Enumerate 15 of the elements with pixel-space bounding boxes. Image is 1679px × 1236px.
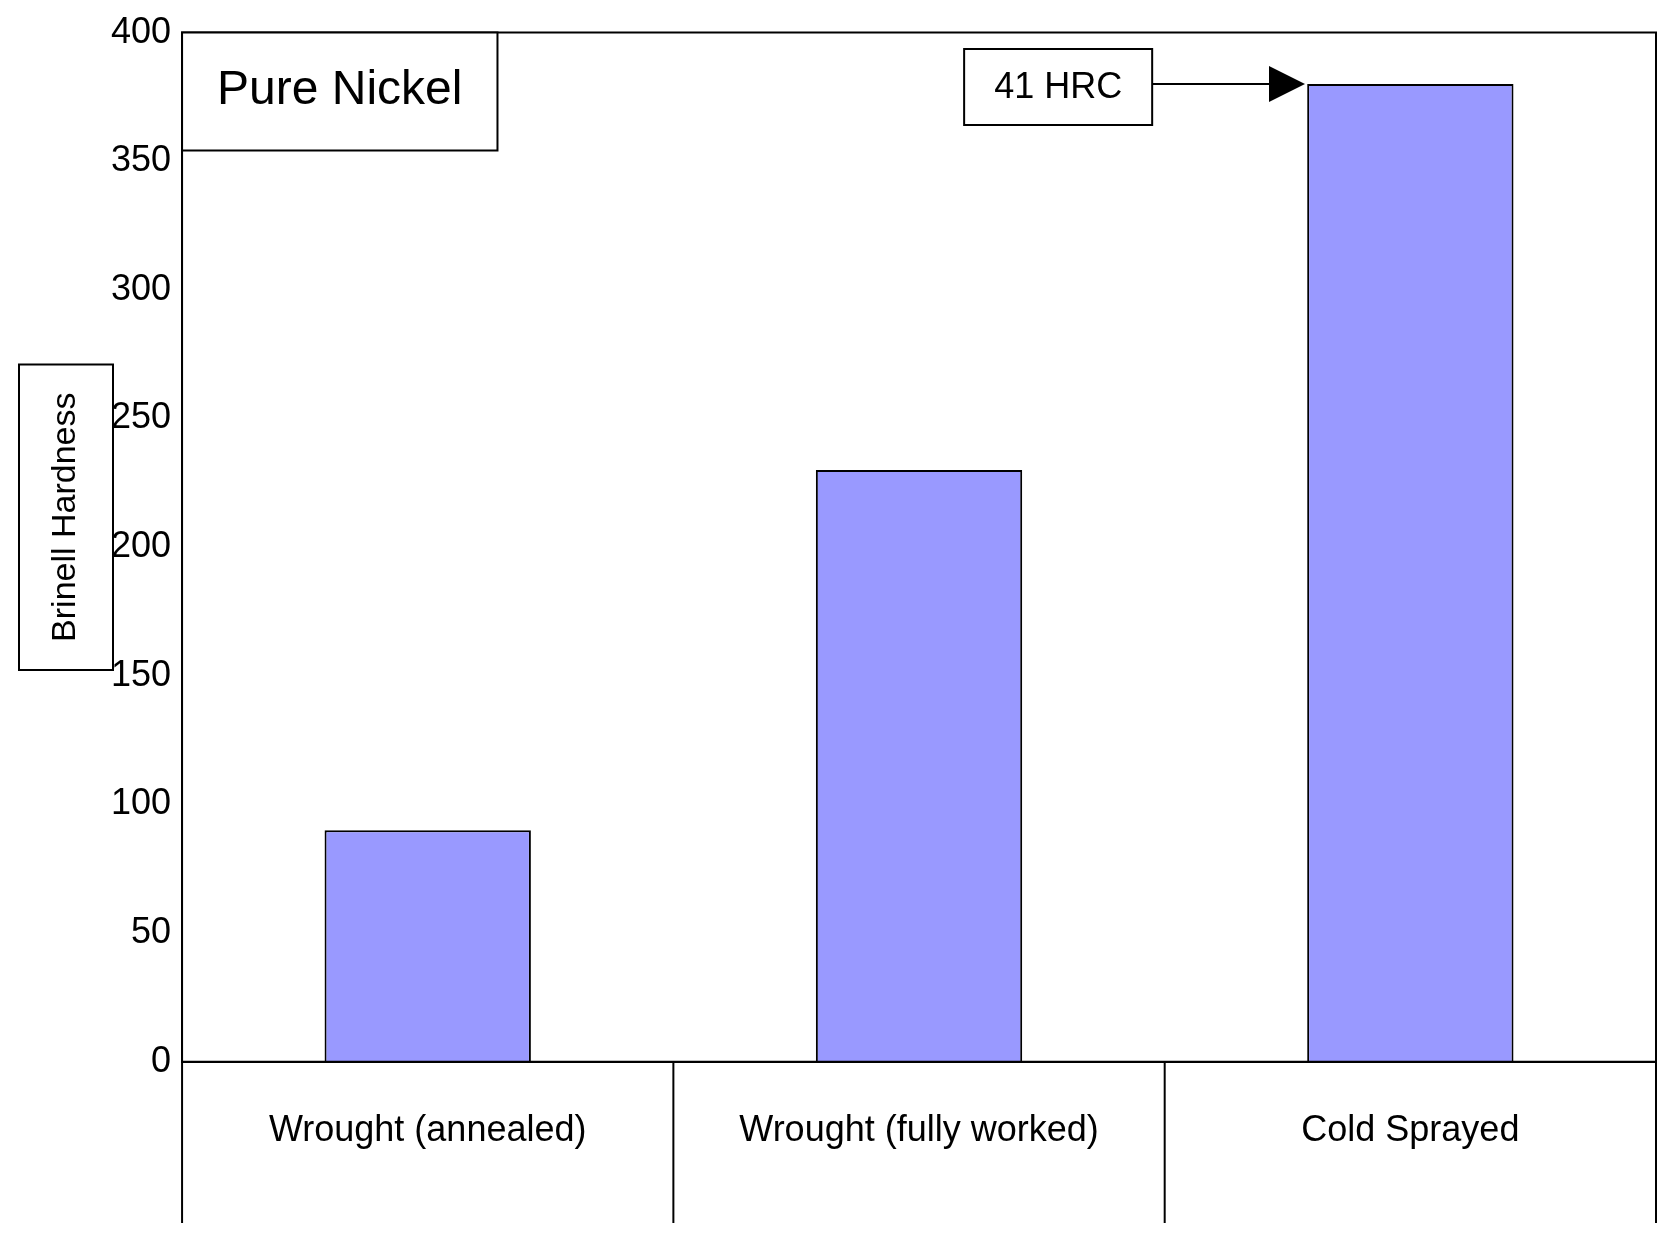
annotation: 41 HRC bbox=[994, 64, 1123, 106]
y-tick-label: 350 bbox=[110, 138, 172, 180]
y-tick-label: 50 bbox=[131, 910, 172, 952]
y-tick-label: 100 bbox=[110, 781, 172, 823]
y-tick-label: 400 bbox=[110, 9, 172, 51]
y-tick-label: 200 bbox=[110, 524, 172, 566]
x-tick-label: Cold Sprayed bbox=[1301, 1108, 1520, 1150]
text: Pure Nickel bbox=[217, 60, 463, 114]
y-tick-label: 0 bbox=[151, 1038, 172, 1080]
y-axis-title: Brinell Hardness bbox=[44, 392, 83, 642]
x-tick-label: Wrought (annealed) bbox=[268, 1108, 587, 1150]
y-tick-label: 250 bbox=[110, 395, 172, 437]
x-tick-label: Wrought (fully worked) bbox=[739, 1108, 1099, 1150]
y-tick-label: 300 bbox=[110, 266, 172, 308]
y-tick-label: 150 bbox=[110, 652, 172, 694]
